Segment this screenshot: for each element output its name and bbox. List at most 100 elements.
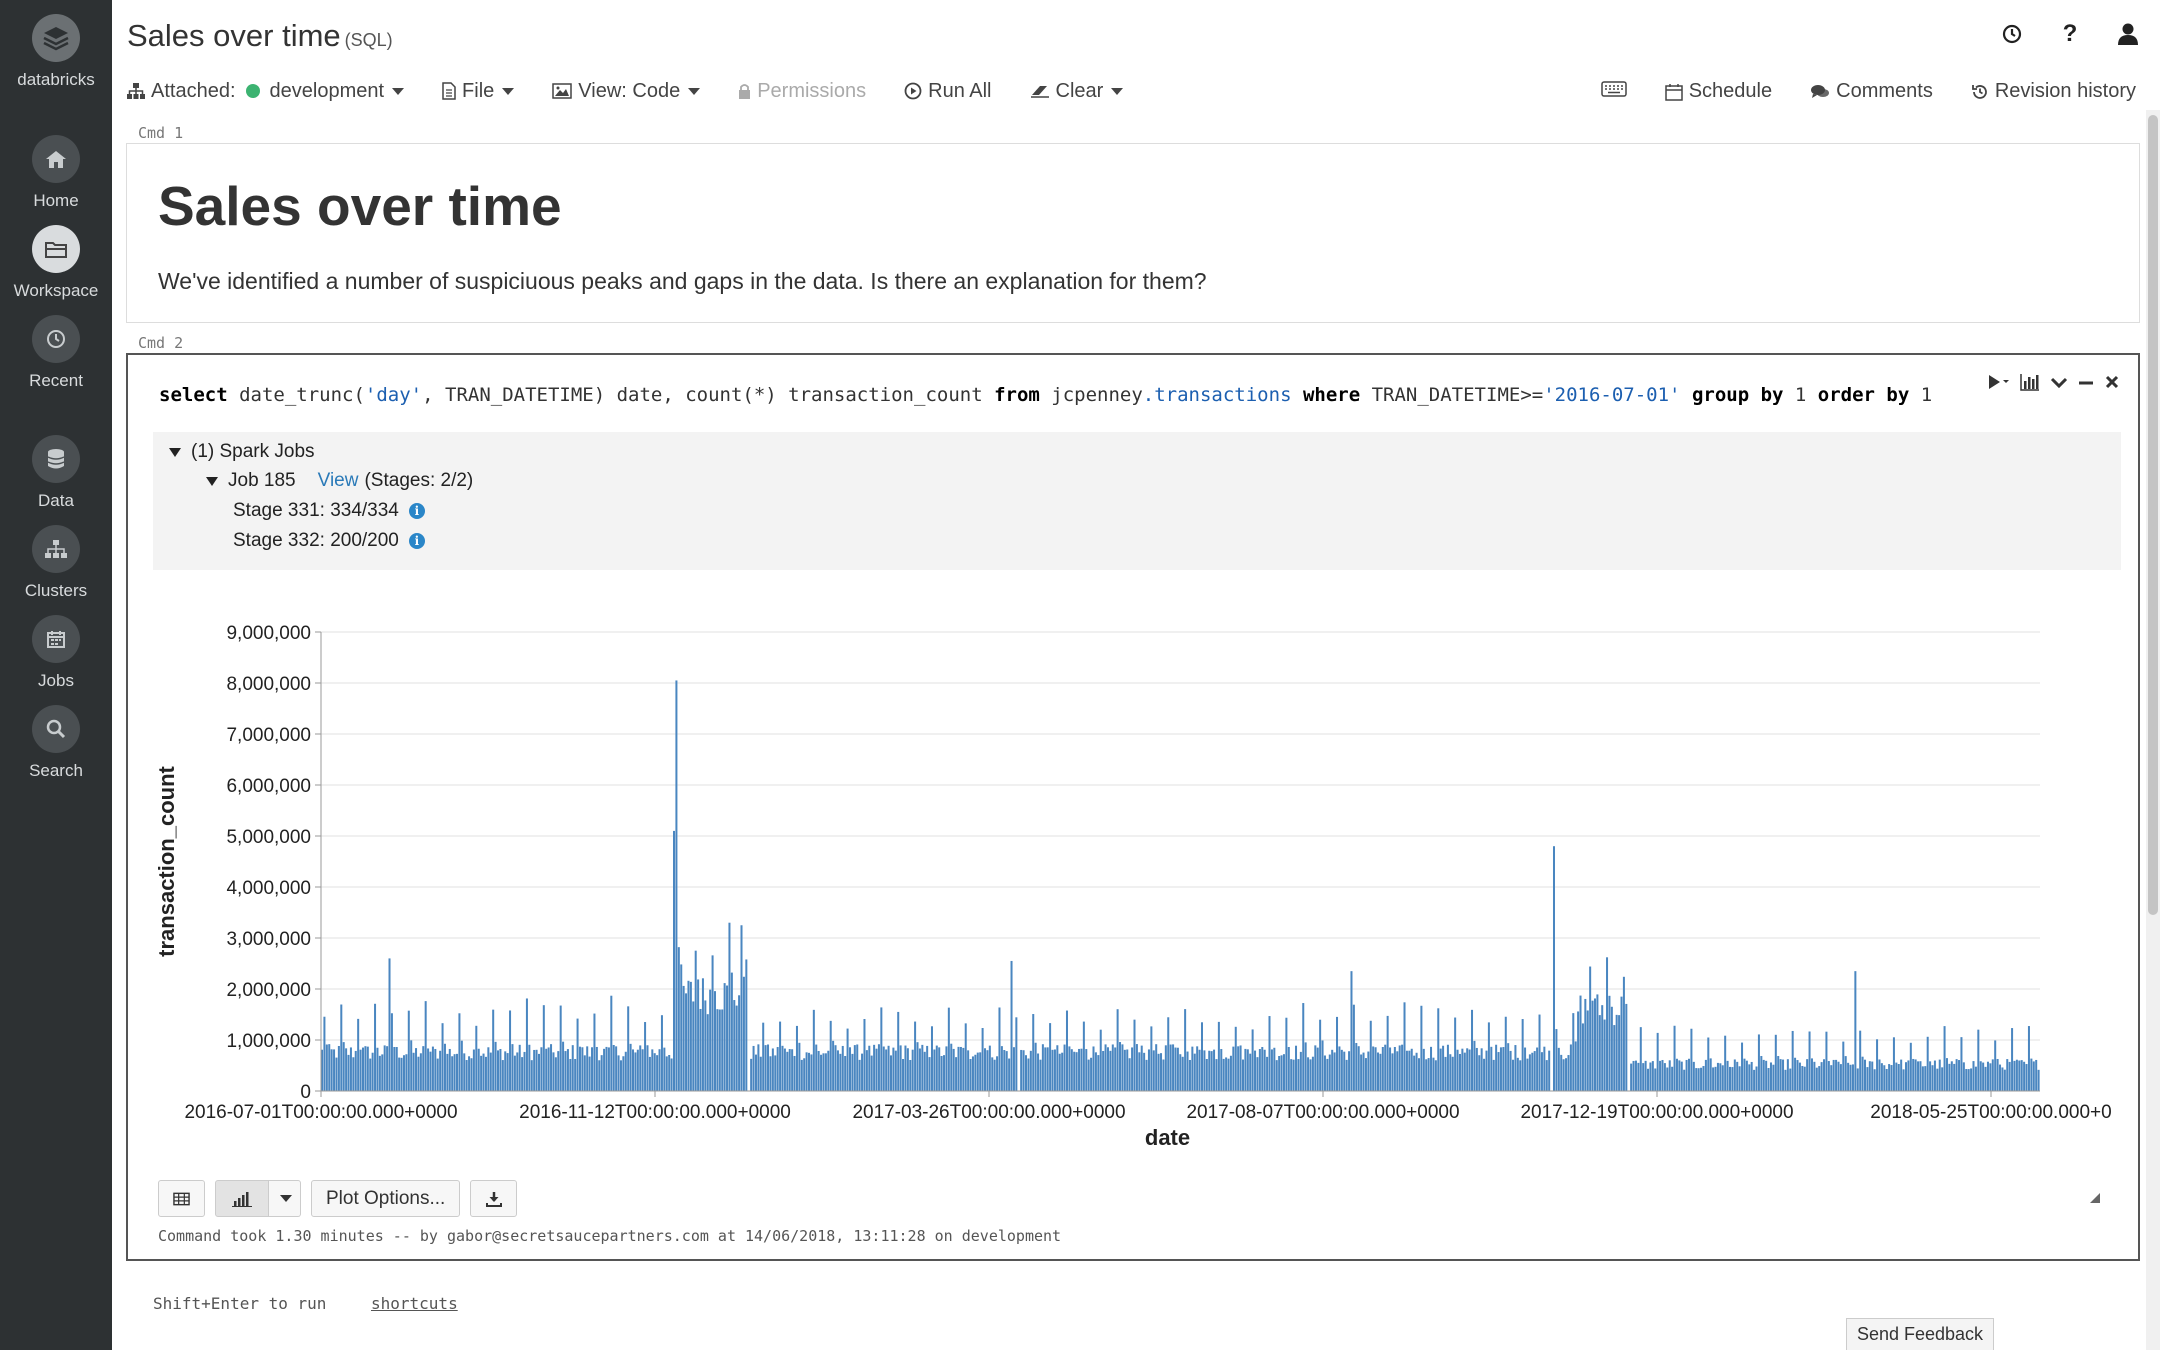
chart-bar[interactable] — [935, 1045, 938, 1091]
chart-bar[interactable] — [1883, 1065, 1886, 1091]
chart-bar[interactable] — [1700, 1067, 1703, 1091]
chart-bar[interactable] — [1866, 1067, 1869, 1091]
chart-bar[interactable] — [578, 1046, 581, 1091]
chart-bar[interactable] — [566, 1049, 569, 1091]
chart-bar[interactable] — [1041, 1044, 1044, 1091]
chart-bar[interactable] — [1109, 1050, 1112, 1091]
chart-bar[interactable] — [1244, 1048, 1247, 1091]
history-clock-icon[interactable] — [2000, 22, 2024, 46]
chart-bar[interactable] — [846, 1028, 849, 1091]
chart-bar[interactable] — [1827, 1061, 1830, 1091]
chart-bar[interactable] — [354, 1050, 357, 1091]
chart-bar[interactable] — [1897, 1064, 1900, 1091]
chart-bar[interactable] — [685, 993, 688, 1091]
chart-bar[interactable] — [1738, 1066, 1741, 1091]
chart-bar[interactable] — [557, 1051, 560, 1091]
chart-bar[interactable] — [1593, 998, 1596, 1091]
chart-bar[interactable] — [957, 1046, 960, 1091]
chart-bar[interactable] — [1193, 1053, 1196, 1091]
chart-bar[interactable] — [1924, 1066, 1927, 1091]
bar-chart-icon[interactable] — [2020, 373, 2040, 397]
chart-bar[interactable] — [1355, 1042, 1358, 1091]
chart-bar[interactable] — [1610, 1006, 1613, 1091]
chart-bar[interactable] — [1326, 1058, 1329, 1091]
chart-bar[interactable] — [1345, 1059, 1348, 1091]
chart-bar[interactable] — [591, 1047, 594, 1091]
chart-bar[interactable] — [1065, 1010, 1068, 1091]
chart-bar[interactable] — [1996, 1058, 1999, 1091]
chart-bar[interactable] — [1357, 1046, 1360, 1091]
chart-bar[interactable] — [415, 1048, 418, 1091]
chart-bar[interactable] — [791, 1049, 794, 1091]
chart-bar[interactable] — [1813, 1061, 1816, 1091]
chart-bar[interactable] — [1471, 1009, 1474, 1091]
send-feedback-button[interactable]: Send Feedback — [1846, 1318, 1994, 1350]
chart-bar[interactable] — [540, 1047, 543, 1091]
chart-bar[interactable] — [1451, 1056, 1454, 1091]
chart-bar[interactable] — [1058, 1053, 1061, 1091]
chart-bar[interactable] — [1316, 1047, 1319, 1091]
chart-bar[interactable] — [1986, 1061, 1989, 1091]
chart-bar[interactable] — [1348, 1051, 1351, 1091]
chart-bar[interactable] — [728, 922, 731, 1091]
chart-bar[interactable] — [622, 1056, 625, 1091]
chart-bar[interactable] — [612, 1045, 615, 1091]
chart-bar[interactable] — [398, 1057, 401, 1091]
chart-bar[interactable] — [1213, 1049, 1216, 1091]
chart-bar[interactable] — [1601, 1005, 1604, 1091]
keyboard-icon[interactable] — [1600, 80, 1627, 103]
chart-bar[interactable] — [632, 1049, 635, 1091]
chart-bar[interactable] — [410, 1040, 413, 1091]
chart-bar[interactable] — [388, 958, 391, 1091]
chart-bar[interactable] — [1304, 1042, 1307, 1091]
chart-bar[interactable] — [1507, 1043, 1510, 1091]
chart-bar[interactable] — [916, 1042, 919, 1091]
chart-bar[interactable] — [1540, 1052, 1543, 1091]
chart-bar[interactable] — [1733, 1059, 1736, 1091]
chart-bar[interactable] — [1921, 1066, 1924, 1091]
chart-bar[interactable] — [947, 1007, 950, 1091]
chart-bar[interactable] — [1979, 1061, 1982, 1091]
chart-bar[interactable] — [914, 1021, 917, 1091]
chart-bar[interactable] — [1919, 1061, 1922, 1091]
chart-bar[interactable] — [827, 1050, 830, 1091]
chart-bar[interactable] — [689, 981, 692, 1091]
chart-bar[interactable] — [1005, 1051, 1008, 1091]
chart-bar[interactable] — [894, 1050, 897, 1091]
chart-bar[interactable] — [1782, 1059, 1785, 1091]
chart-bar[interactable] — [740, 925, 743, 1091]
chart-bar[interactable] — [1200, 1022, 1203, 1091]
chart-bar[interactable] — [1449, 1054, 1452, 1091]
chart-bar[interactable] — [952, 1048, 955, 1091]
chart-bar[interactable] — [1241, 1059, 1244, 1091]
chart-bar[interactable] — [1116, 1009, 1119, 1091]
chart-view-button[interactable] — [215, 1180, 269, 1217]
chart-bar[interactable] — [675, 680, 678, 1091]
chart-bar[interactable] — [716, 1009, 719, 1091]
chart-bar[interactable] — [615, 1046, 618, 1091]
chart-bar[interactable] — [1273, 1047, 1276, 1091]
chart-bar[interactable] — [1512, 1059, 1515, 1091]
chart-bar[interactable] — [1485, 1050, 1488, 1091]
chart-bar[interactable] — [875, 1048, 878, 1091]
chart-bar[interactable] — [730, 972, 733, 1091]
chart-bar[interactable] — [1868, 1061, 1871, 1091]
chart-bar[interactable] — [641, 1049, 644, 1091]
chart-bar[interactable] — [1046, 1047, 1049, 1091]
chart-bar[interactable] — [1545, 1060, 1548, 1091]
chart-bar[interactable] — [646, 1045, 649, 1091]
chart-bar[interactable] — [1904, 1062, 1907, 1091]
chart-bar[interactable] — [964, 1023, 967, 1091]
chart-bar[interactable] — [1217, 1021, 1220, 1091]
chart-bar[interactable] — [829, 1020, 832, 1091]
chart-bar[interactable] — [1598, 1015, 1601, 1091]
chart-bar[interactable] — [1888, 1064, 1891, 1091]
chart-bar[interactable] — [1446, 1044, 1449, 1091]
chart-bar[interactable] — [1111, 1044, 1114, 1091]
chart-bar[interactable] — [721, 1009, 724, 1091]
chart-bar[interactable] — [1803, 1066, 1806, 1091]
chart-bar[interactable] — [458, 1013, 461, 1091]
chart-bar[interactable] — [1350, 971, 1353, 1091]
chart-bar[interactable] — [419, 1053, 422, 1091]
chart-bar[interactable] — [1063, 1044, 1066, 1091]
